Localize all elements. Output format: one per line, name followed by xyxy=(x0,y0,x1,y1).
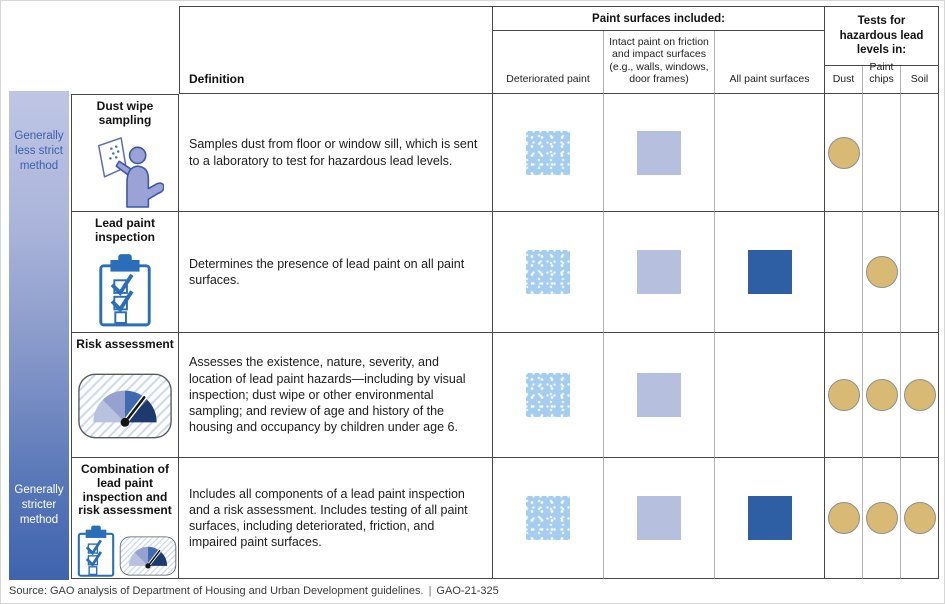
dust-circle xyxy=(827,379,860,411)
paint-chips-header: Paint chips xyxy=(862,61,900,94)
deteriorated-paint-square xyxy=(526,496,570,540)
test-cell-paint-chips xyxy=(862,333,900,458)
dust-circle xyxy=(827,136,860,169)
stricter-label: Generally stricter method xyxy=(14,484,64,526)
test-cell-dust xyxy=(824,212,862,333)
definition-column-header: Definition xyxy=(179,6,493,94)
method-cell: Lead paint inspection xyxy=(71,212,179,333)
deteriorated-paint-header: Deteriorated paint xyxy=(493,31,603,94)
paint-cell-intact xyxy=(603,458,714,579)
dust-wipe-person-icon xyxy=(86,132,164,211)
paint-surfaces-group-header: Paint surfaces included: xyxy=(493,6,824,31)
test-cell-dust xyxy=(824,458,862,579)
paint-cell-all xyxy=(714,212,824,333)
test-cell-soil xyxy=(900,94,939,212)
method-label: Risk assessment xyxy=(76,337,174,351)
test-cell-dust xyxy=(824,333,862,458)
methods-table: Definition Paint surfaces included: Dete… xyxy=(71,6,939,579)
tests-group-header: Tests for hazardous lead levels in: xyxy=(824,6,939,66)
method-cell: Dust wipe sampling xyxy=(71,94,179,212)
test-cell-dust xyxy=(824,94,862,212)
paint-cell-deteriorated xyxy=(493,333,603,458)
corner-spacer xyxy=(71,6,179,94)
intact-paint-square xyxy=(637,250,681,294)
clipboard-and-gauge-icon xyxy=(74,522,177,580)
intact-paint-square xyxy=(637,496,681,540)
all-paint-square xyxy=(747,496,792,540)
test-cell-soil xyxy=(900,212,939,333)
source-separator: | xyxy=(428,585,432,597)
method-cell: Risk assessment xyxy=(71,333,179,458)
report-number: GAO-21-325 xyxy=(436,585,499,597)
intact-paint-square xyxy=(637,130,681,175)
deteriorated-paint-square xyxy=(526,250,570,294)
soil-header: Soil xyxy=(900,66,939,94)
paint-cell-intact xyxy=(603,333,714,458)
method-cell: Combination of lead paint inspection and… xyxy=(71,458,179,579)
paint-cell-all xyxy=(714,333,824,458)
paint-cell-deteriorated xyxy=(493,212,603,333)
test-cell-soil xyxy=(900,458,939,579)
source-text: Source: GAO analysis of Department of Ho… xyxy=(9,585,424,597)
paint-chips-circle xyxy=(865,502,898,534)
paint-cell-deteriorated xyxy=(493,94,603,212)
intact-paint-square xyxy=(637,373,681,417)
dust-circle xyxy=(827,502,860,534)
source-line: Source: GAO analysis of Department of Ho… xyxy=(9,585,499,597)
paint-cell-deteriorated xyxy=(493,458,603,579)
paint-cell-all xyxy=(714,94,824,212)
soil-circle xyxy=(903,502,936,534)
method-label: Lead paint inspection xyxy=(94,216,155,244)
paint-cell-all xyxy=(714,458,824,579)
intact-paint-header: Intact paint on friction and impact surf… xyxy=(603,31,714,94)
definition-cell: Includes all components of a lead paint … xyxy=(179,458,493,579)
all-paint-square xyxy=(747,250,792,294)
method-label: Dust wipe sampling xyxy=(96,99,154,127)
test-cell-paint-chips xyxy=(862,94,900,212)
paint-chips-circle xyxy=(865,379,898,411)
soil-circle xyxy=(903,379,936,411)
paint-cell-intact xyxy=(603,94,714,212)
definition-cell: Samples dust from floor or window sill, … xyxy=(179,94,493,212)
deteriorated-paint-square xyxy=(526,130,570,175)
method-label: Combination of lead paint inspection and… xyxy=(78,462,172,518)
definition-cell: Determines the presence of lead paint on… xyxy=(179,212,493,333)
paint-cell-intact xyxy=(603,212,714,333)
deteriorated-paint-square xyxy=(526,373,570,417)
definition-cell: Assesses the existence, nature, severity… xyxy=(179,333,493,458)
test-cell-paint-chips xyxy=(862,212,900,333)
test-cell-paint-chips xyxy=(862,458,900,579)
dust-header: Dust xyxy=(824,66,862,94)
strictness-gradient-bar: Generally less strict method Generally s… xyxy=(9,91,69,580)
all-paint-header: All paint surfaces xyxy=(714,31,824,94)
clipboard-checklist-icon xyxy=(94,249,156,332)
paint-chips-circle xyxy=(865,256,898,288)
less-strict-label: Generally less strict method xyxy=(14,130,64,172)
test-cell-soil xyxy=(900,333,939,458)
gauge-icon xyxy=(77,356,173,457)
